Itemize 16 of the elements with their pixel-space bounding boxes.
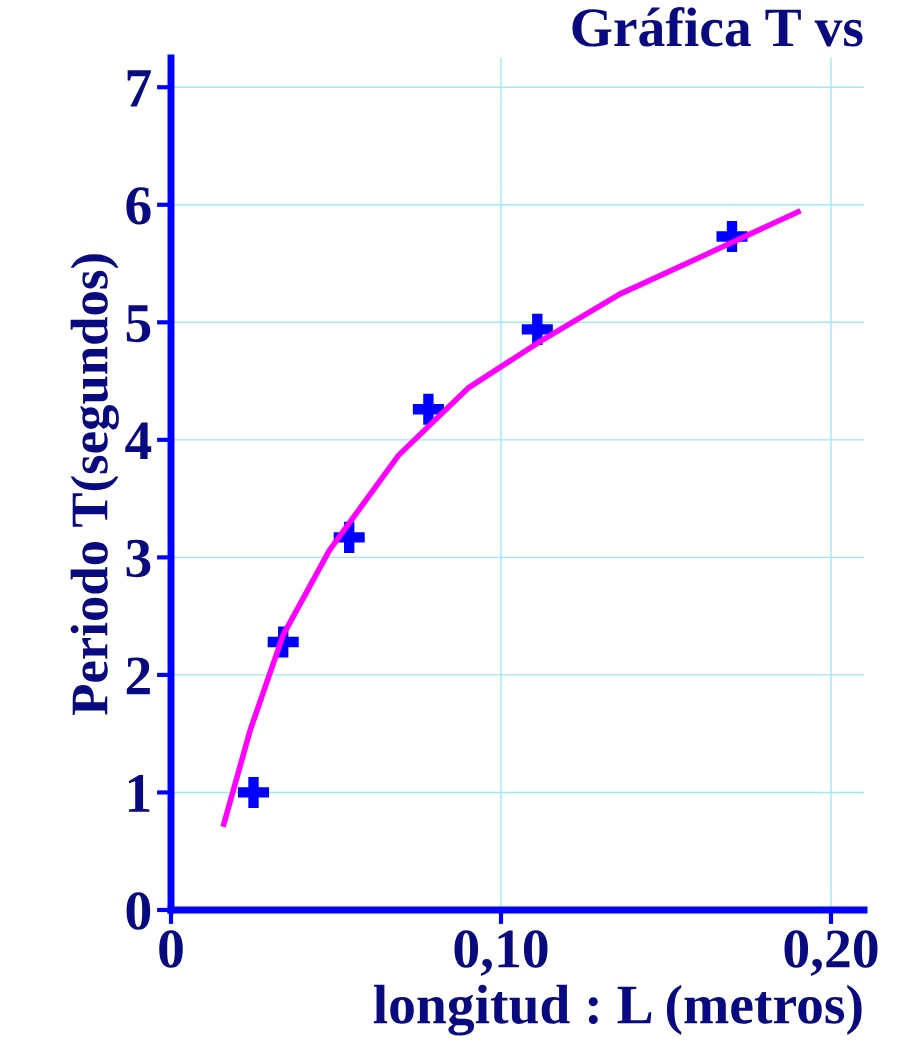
- x-tick-label: 0,20: [784, 930, 878, 976]
- y-tick-label: 1: [128, 775, 150, 812]
- x-tick-label: 0,10: [454, 930, 548, 976]
- x-axis-title: longitud : L (metros): [373, 984, 862, 1036]
- y-tick-label: 0: [126, 892, 151, 930]
- point: [412, 393, 444, 425]
- x-tick-label: 0: [159, 930, 183, 968]
- chart-title: Gráfica T vs: [572, 6, 863, 47]
- y-tick-label: 6: [126, 187, 151, 225]
- y-tick-label: 3: [126, 539, 151, 578]
- y-tick-label: 4: [125, 422, 152, 460]
- y-tick-label: 5: [126, 305, 151, 343]
- y-axis-title: Periodo T(segundos): [70, 254, 119, 715]
- y-tick-label: 2: [126, 657, 150, 695]
- point: [237, 776, 270, 808]
- y-tick-label: 7: [127, 70, 151, 107]
